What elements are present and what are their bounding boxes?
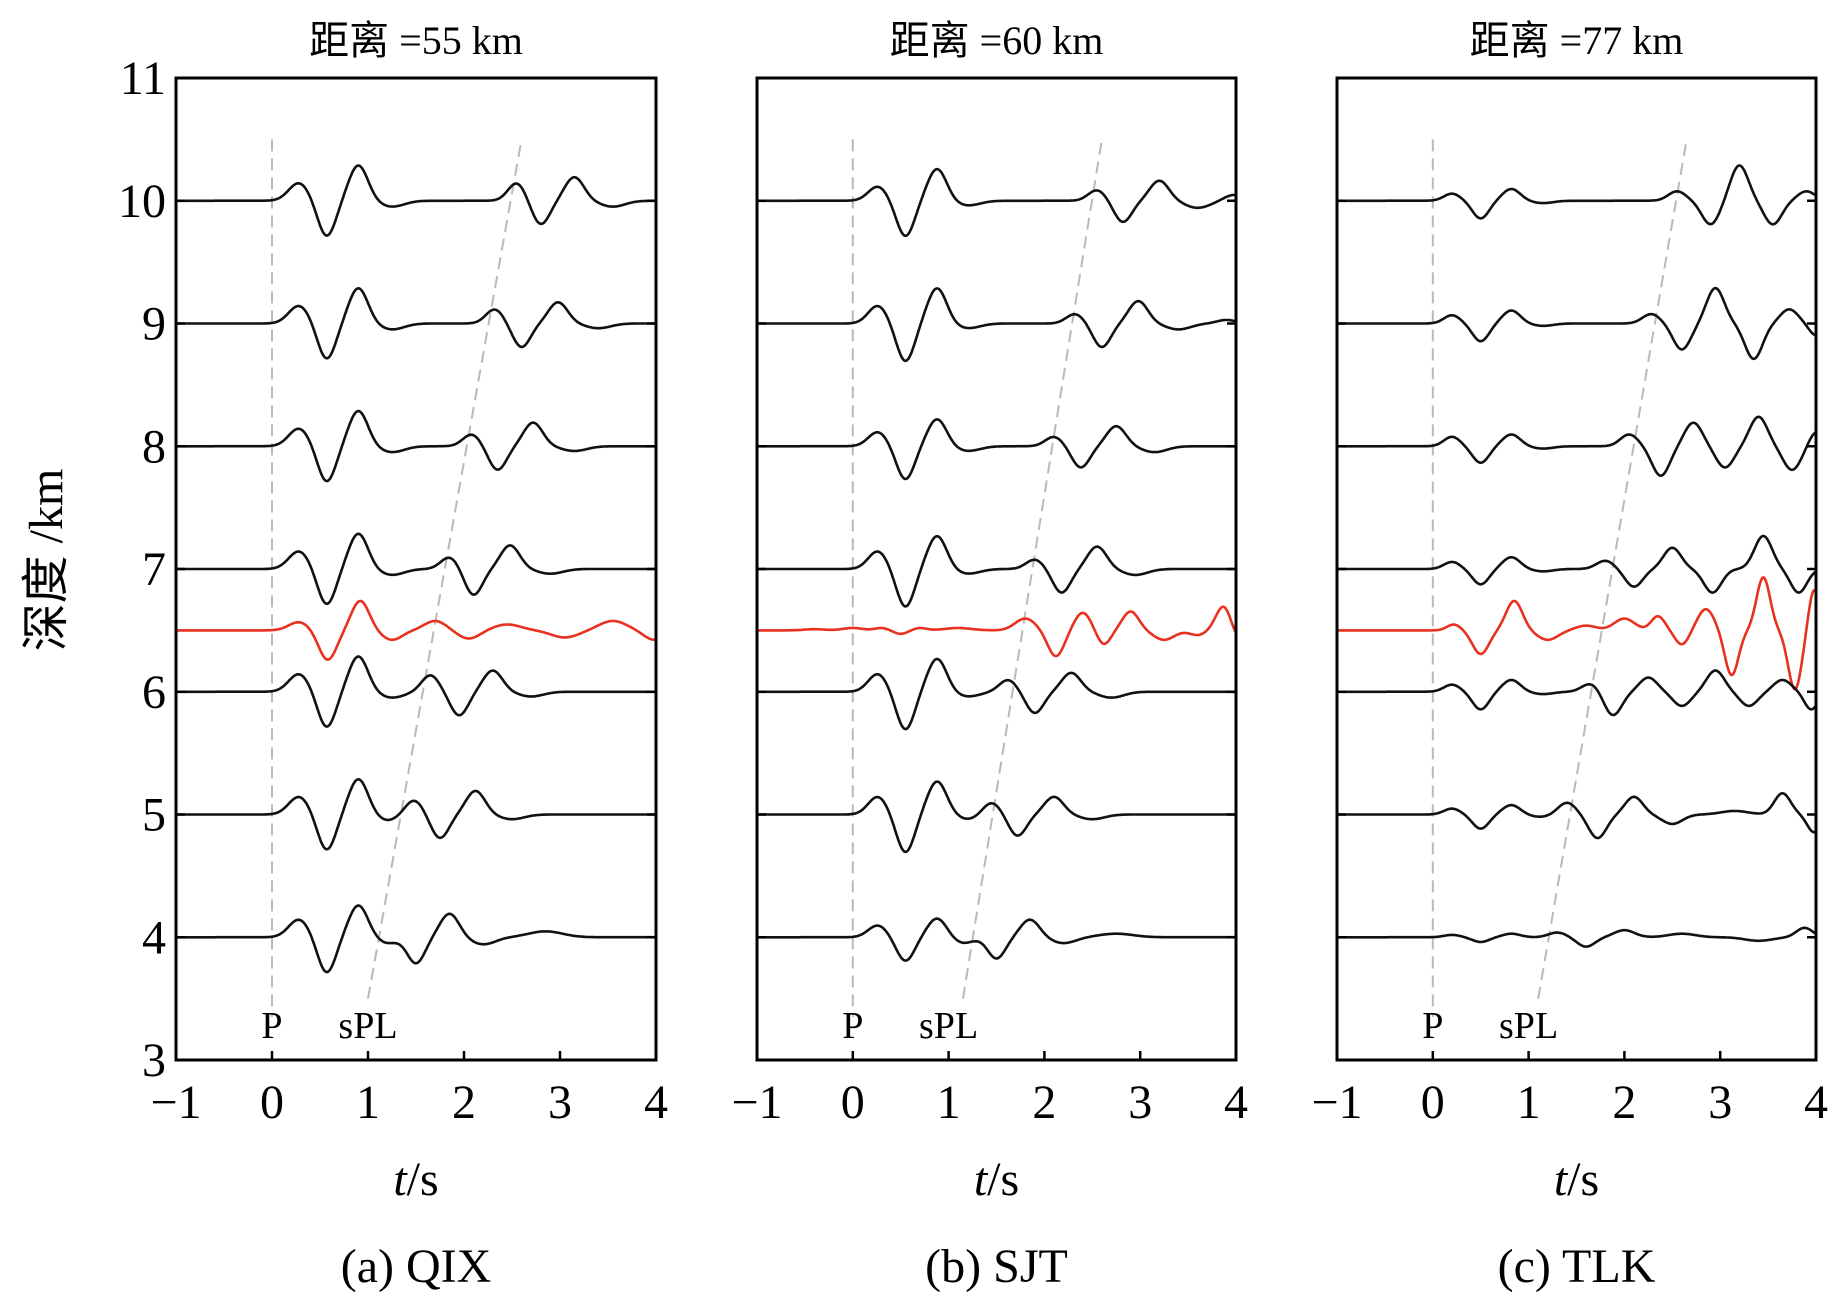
x-tick-label: 0 (841, 1076, 865, 1129)
waveform-trace (174, 409, 658, 483)
x-axis-label: t/s (393, 1153, 438, 1206)
waveform-trace (755, 418, 1238, 481)
p-phase-label: P (261, 1005, 282, 1047)
highlighted-waveform-trace (755, 605, 1238, 658)
x-tick-label: −1 (731, 1076, 782, 1129)
x-axis-label-italic: t (974, 1153, 989, 1206)
waveform-trace (174, 655, 658, 728)
x-axis-label-unit: /s (1567, 1153, 1599, 1206)
x-axis-label-unit: /s (987, 1153, 1019, 1206)
x-tick-label: −1 (1311, 1076, 1362, 1129)
waveform-trace (174, 904, 658, 974)
x-tick-label: 0 (1421, 1076, 1445, 1129)
waveform-trace (755, 167, 1238, 238)
spl-phase-label: sPL (338, 1005, 397, 1047)
y-tick-label: 5 (142, 789, 166, 842)
panel-qix: 距离 =55 km −1 0 1 2 3 4 P sPL t/s (a) QIX (150, 18, 668, 1293)
x-axis-label: t/s (1554, 1153, 1599, 1206)
panel-caption: (c) TLK (1498, 1240, 1656, 1293)
x-tick-label: 3 (1128, 1076, 1152, 1129)
y-tick-label: 11 (120, 52, 166, 105)
highlighted-waveform-trace (1335, 576, 1818, 691)
waveform-trace (1335, 286, 1818, 361)
x-tick-label: −1 (150, 1076, 201, 1129)
x-axis-label: t/s (974, 1153, 1019, 1206)
y-tick-label: 9 (142, 298, 166, 351)
x-axis-label-unit: /s (407, 1153, 439, 1206)
x-tick-label: 2 (1032, 1076, 1056, 1129)
y-tick-label: 6 (142, 666, 166, 719)
spl-arrival-guide-line (1537, 139, 1688, 999)
x-axis-label-italic: t (393, 1153, 408, 1206)
panel-title: 距离 =60 km (890, 18, 1104, 63)
panel-tlk: 距离 =77 km −1 0 1 2 3 4 P sPL t/s (c) TLK (1311, 18, 1828, 1293)
p-phase-label: P (1422, 1005, 1443, 1047)
y-axis-ticks: 3 4 5 6 7 8 9 10 11 (118, 52, 166, 1087)
panel-title: 距离 =55 km (309, 18, 523, 63)
x-axis-label-italic: t (1554, 1153, 1569, 1206)
waveform-trace (174, 778, 658, 851)
waveform-trace (1335, 534, 1818, 594)
x-tick-label: 0 (260, 1076, 284, 1129)
waveform-trace (1335, 669, 1818, 717)
spl-phase-label: sPL (919, 1005, 978, 1047)
panel-caption: (a) QIX (341, 1240, 492, 1293)
waveform-trace (755, 917, 1238, 962)
y-axis-label: 深度 /km (20, 469, 73, 652)
y-tick-label: 8 (142, 420, 166, 473)
waveform-trace (755, 780, 1238, 854)
panel-sjt: 距离 =60 km −1 0 1 2 3 4 P sPL t/s (b) SJT (731, 18, 1248, 1293)
y-tick-label: 4 (142, 911, 166, 964)
x-tick-label: 2 (1612, 1076, 1636, 1129)
x-tick-label: 1 (356, 1076, 380, 1129)
waveform-trace (174, 532, 658, 606)
y-tick-label: 3 (142, 1034, 166, 1087)
waveform-trace (174, 164, 658, 237)
waveform-trace (755, 287, 1238, 363)
waveform-trace (755, 534, 1238, 608)
spl-phase-label: sPL (1499, 1005, 1558, 1047)
x-tick-label: 1 (1517, 1076, 1541, 1129)
y-tick-label: 7 (142, 543, 166, 596)
x-tick-label: 4 (1224, 1076, 1248, 1129)
x-tick-label: 4 (644, 1076, 668, 1129)
waveform-trace (1335, 792, 1818, 840)
x-tick-label: 1 (937, 1076, 961, 1129)
p-phase-label: P (842, 1005, 863, 1047)
x-tick-label: 2 (452, 1076, 476, 1129)
highlighted-waveform-trace (174, 599, 658, 661)
waveform-trace (1335, 415, 1818, 477)
y-tick-label: 10 (118, 175, 166, 228)
spl-arrival-guide-line (367, 139, 523, 999)
panel-caption: (b) SJT (925, 1240, 1068, 1293)
waveform-trace (1335, 926, 1818, 948)
spl-arrival-guide-line (961, 139, 1103, 999)
waveform-trace (1335, 164, 1818, 226)
x-tick-label: 3 (1708, 1076, 1732, 1129)
x-tick-label: 4 (1804, 1076, 1828, 1129)
waveform-trace (755, 657, 1238, 731)
panel-title: 距离 =77 km (1470, 18, 1684, 63)
waveform-trace (174, 287, 658, 360)
x-tick-label: 3 (548, 1076, 572, 1129)
